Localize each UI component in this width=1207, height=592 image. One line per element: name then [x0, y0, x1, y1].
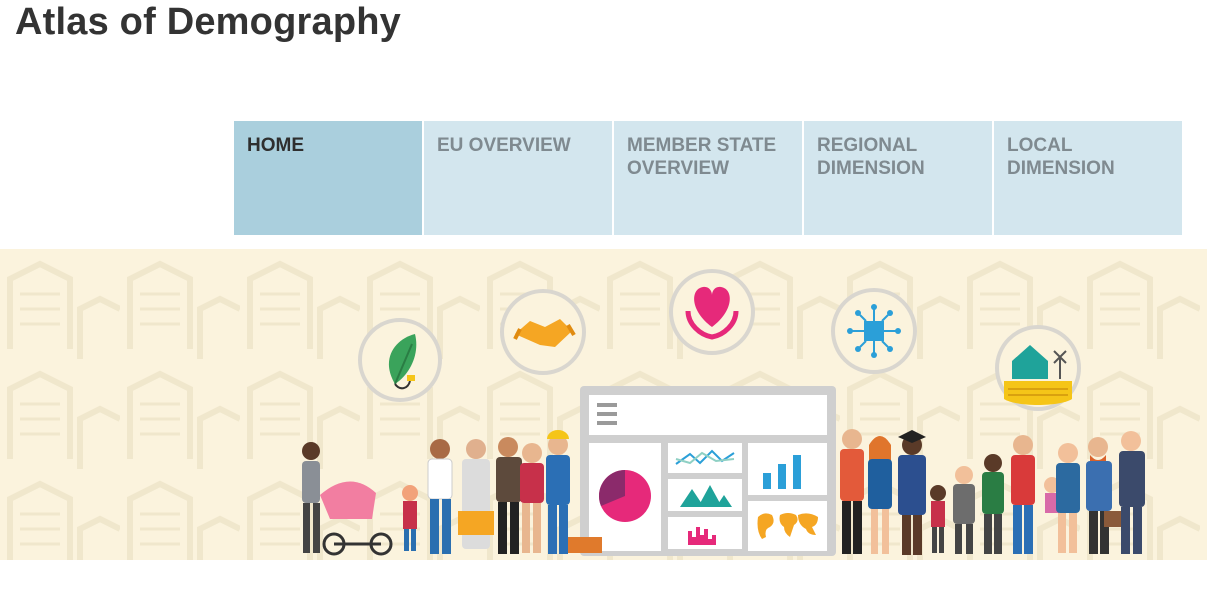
people-illustration [302, 429, 1145, 556]
site-title[interactable]: Atlas of Demography [15, 1, 401, 43]
dashboard-illustration [580, 386, 836, 556]
handshake-icon [500, 289, 586, 375]
hero-illustration [0, 249, 1207, 560]
nav-tab-home[interactable]: HOME [234, 121, 422, 235]
hero-banner [0, 249, 1207, 560]
heart-hands-icon [669, 269, 755, 355]
nav-tab-member-state-overview[interactable]: MEMBER STATE OVERVIEW [614, 121, 802, 235]
nav-tab-member-state-overview-label: MEMBER STATE OVERVIEW [627, 135, 777, 179]
nav-tab-eu-overview-label: EU OVERVIEW [437, 135, 571, 156]
nav-tab-local-dimension-label: LOCAL DIMENSION [1007, 135, 1115, 179]
nav-tab-eu-overview[interactable]: EU OVERVIEW [424, 121, 612, 235]
circuit-chip-icon [831, 288, 917, 374]
main-nav: HOME EU OVERVIEW MEMBER STATE OVERVIEW R… [234, 121, 1182, 235]
nav-tab-regional-dimension-label: REGIONAL DIMENSION [817, 135, 925, 179]
house-windmill-icon [995, 325, 1081, 411]
nav-tab-regional-dimension[interactable]: REGIONAL DIMENSION [804, 121, 992, 235]
leaf-plug-icon [358, 318, 442, 402]
nav-tab-home-label: HOME [247, 135, 304, 156]
nav-tab-local-dimension[interactable]: LOCAL DIMENSION [994, 121, 1182, 235]
